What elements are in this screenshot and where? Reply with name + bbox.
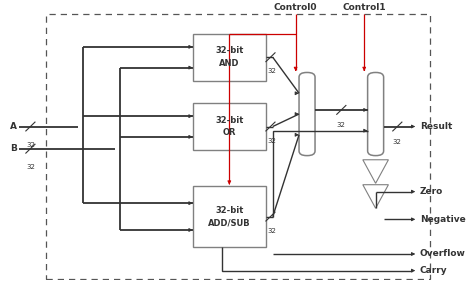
Bar (193, 103, 266, 150)
Bar (193, 34, 266, 81)
Text: Control1: Control1 (342, 3, 386, 12)
Text: Negative: Negative (420, 215, 466, 224)
Text: A: A (9, 122, 17, 131)
Text: 32-bit
ADD/SUB: 32-bit ADD/SUB (208, 206, 251, 227)
Text: 32: 32 (26, 164, 35, 170)
Text: 32: 32 (267, 138, 276, 144)
Text: 32: 32 (26, 142, 35, 148)
Text: 32: 32 (267, 68, 276, 74)
Text: 32: 32 (267, 228, 276, 234)
Text: Zero: Zero (420, 187, 443, 196)
Text: 32: 32 (337, 122, 346, 128)
Text: Result: Result (420, 122, 452, 131)
Bar (46, 14, 430, 279)
Text: B: B (10, 144, 17, 153)
Text: 32-bit
OR: 32-bit OR (215, 116, 244, 137)
Text: Carry: Carry (420, 266, 447, 275)
Text: Control0: Control0 (274, 3, 318, 12)
Bar (193, 186, 266, 247)
Text: 32-bit
AND: 32-bit AND (215, 46, 244, 68)
Text: 32: 32 (393, 139, 402, 145)
Text: Overflow: Overflow (420, 250, 466, 259)
